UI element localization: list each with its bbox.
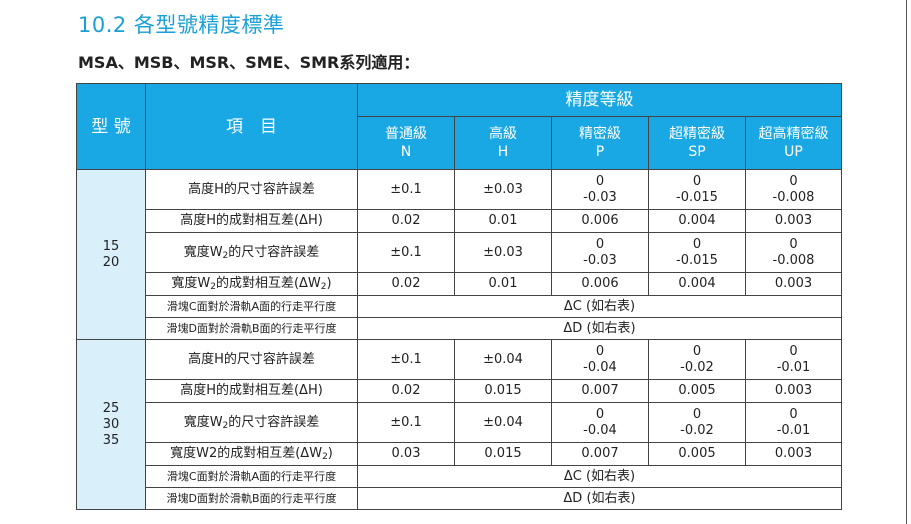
table-row: 滑塊D面對於滑軌B面的行走平行度 ΔD (如右表) xyxy=(77,487,843,510)
value-cell: 0.02 xyxy=(357,379,455,403)
value-cell: 0.003 xyxy=(744,209,843,233)
section-title: 10.2 各型號精度標準 xyxy=(78,13,285,37)
item-label: 滑塊D面對於滑軌B面的行走平行度 xyxy=(145,487,358,510)
table-row: 高度H的成對相互差(ΔH) 0.02 0.01 0.006 0.004 0.00… xyxy=(77,209,843,233)
value-cell: ±0.03 xyxy=(454,169,552,210)
table-row: 15 20 高度H的尺寸容許誤差 ±0.1 ±0.03 0 -0.03 0 -0.01… xyxy=(76,169,843,340)
grade-header-n: 普通級 N xyxy=(357,116,455,170)
value-cell: ±0.1 xyxy=(357,339,455,380)
value-cell: 0.004 xyxy=(648,272,746,296)
header-row-grades: 普通級 N 高級 H 精密級 P 超精密級 SP 超高精密級 UP xyxy=(77,116,843,170)
value-cell: 0 -0.015 xyxy=(648,169,746,210)
grade-header-h: 高級 H xyxy=(454,116,552,170)
value-cell: ±0.1 xyxy=(357,169,455,210)
value-cell: 0.02 xyxy=(357,209,455,233)
table-row: 寬度W2的成對相互差(ΔW2) 0.02 0.01 0.006 0.004 0.… xyxy=(77,272,843,296)
table-row: 滑塊C面對於滑軌A面的行走平行度 ΔC (如右表) xyxy=(77,295,843,318)
value-cell: ±0.1 xyxy=(357,232,455,273)
item-label: 滑塊C面對於滑軌A面的行走平行度 xyxy=(145,295,358,318)
model-cell-25-30-35: 25 30 35 xyxy=(76,339,146,510)
value-cell: 0.003 xyxy=(744,379,843,403)
value-cell: ±0.03 xyxy=(454,232,552,273)
page-edge-rule xyxy=(906,0,907,524)
value-cell: 0.015 xyxy=(454,442,552,466)
merged-value-cell: ΔC (如右表) xyxy=(356,465,843,488)
value-cell: 0.007 xyxy=(551,442,649,466)
table-row: 寬度W2的成對相互差(ΔW2) 0.03 0.015 0.007 0.005 0… xyxy=(77,442,843,466)
table-row: 寬度W2的尺寸容許誤差 ±0.1 ±0.04 0 -0.04 0 -0.02 0 -0… xyxy=(77,402,843,443)
table-row: 滑塊D面對於滑軌B面的行走平行度 ΔD (如右表) xyxy=(77,317,843,340)
value-cell: 0 -0.04 xyxy=(551,402,649,443)
value-cell: 0.02 xyxy=(357,272,455,296)
value-cell: 0.004 xyxy=(648,209,746,233)
value-cell: 0 -0.03 xyxy=(551,169,649,210)
value-cell: 0 -0.02 xyxy=(648,339,746,380)
value-cell: ±0.1 xyxy=(357,402,455,443)
value-cell: 0.003 xyxy=(744,272,843,296)
series-subtitle: MSA、MSB、MSR、SME、SMR系列適用： xyxy=(78,53,420,72)
item-label: 高度H的尺寸容許誤差 xyxy=(145,339,358,380)
item-label: 滑塊D面對於滑軌B面的行走平行度 xyxy=(145,317,358,340)
value-cell: ±0.04 xyxy=(454,402,552,443)
value-cell: 0.003 xyxy=(744,442,843,466)
value-cell: 0.005 xyxy=(648,379,746,403)
table-row: 滑塊C面對於滑軌A面的行走平行度 ΔC (如右表) xyxy=(77,465,843,488)
grade-header-sp: 超精密級 SP xyxy=(648,116,746,170)
value-cell: 0.015 xyxy=(454,379,552,403)
value-cell: 0.01 xyxy=(454,209,552,233)
model-header: 型 號 xyxy=(76,83,146,170)
item-label: 寬度W2的成對相互差(ΔW2) xyxy=(145,272,358,296)
value-cell: 0 -0.04 xyxy=(551,339,649,380)
value-cell: 0 -0.015 xyxy=(648,232,746,273)
item-header: 項 目 xyxy=(145,83,358,170)
item-label: 高度H的尺寸容許誤差 xyxy=(145,169,358,210)
value-cell: 0 -0.008 xyxy=(744,169,843,210)
table-row: 高度H的成對相互差(ΔH) 0.02 0.015 0.007 0.005 0.0… xyxy=(77,379,843,403)
item-label: 滑塊C面對於滑軌A面的行走平行度 xyxy=(145,465,358,488)
value-cell: 0 -0.03 xyxy=(551,232,649,273)
table-row: 25 30 35 高度H的尺寸容許誤差 ±0.1 ±0.04 0 -0.04 0 -0.… xyxy=(76,339,843,510)
grade-header-up: 超高精密級 UP xyxy=(744,116,843,170)
value-cell: 0 -0.01 xyxy=(744,402,843,443)
value-cell: 0.03 xyxy=(357,442,455,466)
value-cell: 0.006 xyxy=(551,209,649,233)
item-label: 寬度W2的尺寸容許誤差 xyxy=(145,232,358,273)
grade-header-p: 精密級 P xyxy=(551,116,649,170)
header-row-top: 型 號 項 目 精度等級 xyxy=(76,83,843,170)
value-cell: ±0.04 xyxy=(454,339,552,380)
model-cell-15-20: 15 20 xyxy=(76,169,146,340)
grade-group-header: 精度等級 xyxy=(356,83,843,117)
item-label: 寬度W2的尺寸容許誤差 xyxy=(145,402,358,443)
item-label: 高度H的成對相互差(ΔH) xyxy=(145,379,358,403)
precision-table: 型 號 項 目 精度等級 普通級 N 高級 H 精密級 P 超精密級 SP 超高精密級 U… xyxy=(76,83,843,510)
value-cell: 0 -0.008 xyxy=(744,232,843,273)
item-label: 寬度W2的成對相互差(ΔW2) xyxy=(145,442,358,466)
value-cell: 0 -0.01 xyxy=(744,339,843,380)
value-cell: 0.01 xyxy=(454,272,552,296)
merged-value-cell: ΔD (如右表) xyxy=(356,317,843,340)
value-cell: 0.007 xyxy=(551,379,649,403)
value-cell: 0.006 xyxy=(551,272,649,296)
value-cell: 0 -0.02 xyxy=(648,402,746,443)
item-label: 高度H的成對相互差(ΔH) xyxy=(145,209,358,233)
merged-value-cell: ΔD (如右表) xyxy=(356,487,843,510)
value-cell: 0.005 xyxy=(648,442,746,466)
table-row: 寬度W2的尺寸容許誤差 ±0.1 ±0.03 0 -0.03 0 -0.015 0-… xyxy=(77,232,843,273)
merged-value-cell: ΔC (如右表) xyxy=(356,295,843,318)
